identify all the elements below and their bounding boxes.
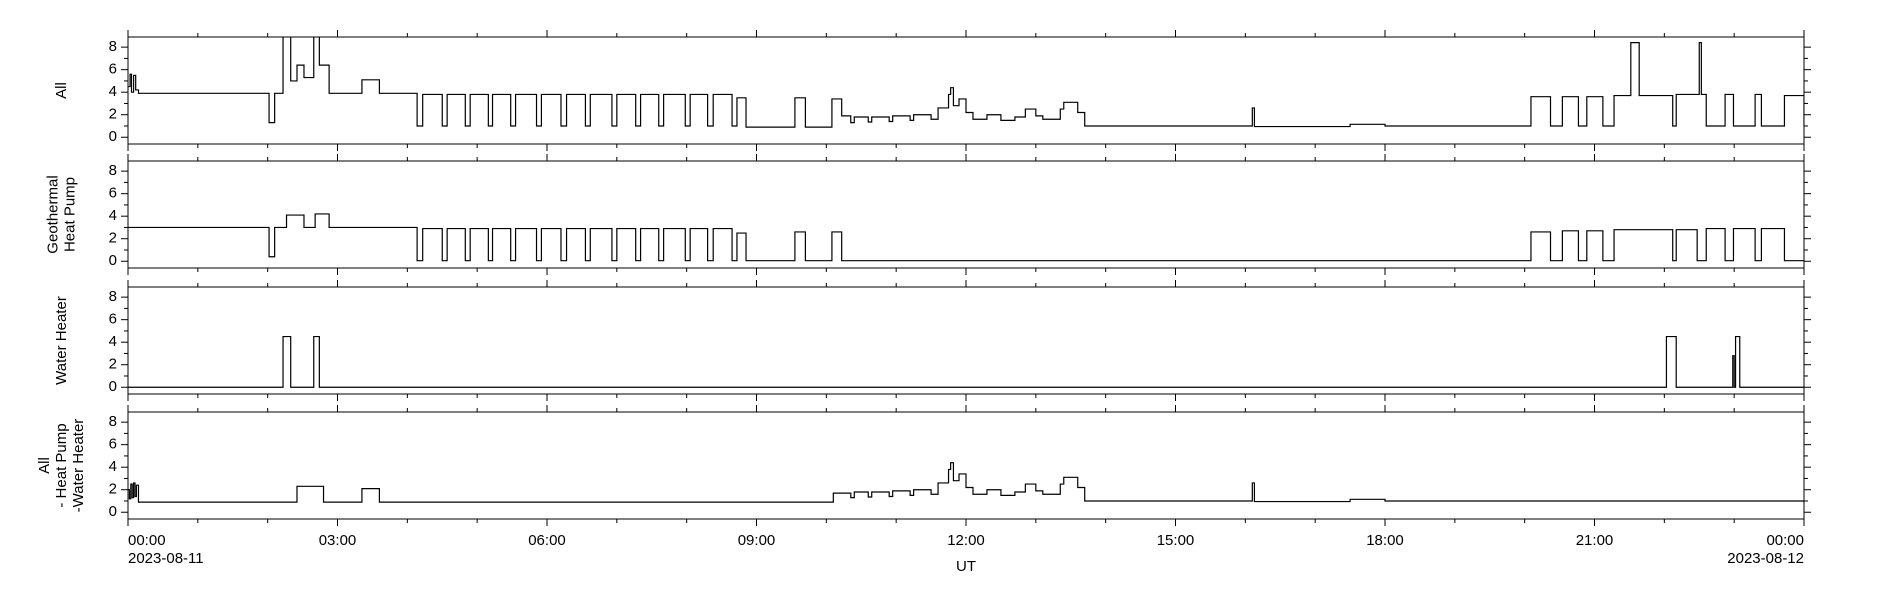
y-tick-label: 6 — [109, 436, 117, 453]
y-tick-label: 8 — [109, 413, 117, 430]
y-axis-label: - Heat Pump — [53, 423, 70, 507]
x-date-label: 2023-08-12 — [1727, 550, 1804, 567]
x-tick-label: 00:00 — [128, 532, 166, 549]
y-tick-label: 8 — [109, 162, 117, 179]
x-tick-label: 00:00 — [1766, 532, 1804, 549]
x-tick-label: 09:00 — [738, 532, 776, 549]
y-tick-label: 0 — [109, 252, 117, 269]
y-axis-label: Water Heater — [53, 296, 70, 385]
x-tick-label: 03:00 — [319, 532, 357, 549]
plot-area — [128, 462, 1804, 503]
y-axis-label: All — [53, 82, 70, 99]
plot-area — [128, 37, 1804, 128]
y-tick-label: 8 — [109, 288, 117, 305]
x-date-label: 2023-08-11 — [128, 550, 204, 567]
x-tick-label: 18:00 — [1366, 532, 1404, 549]
y-axis-label: All — [36, 457, 53, 474]
y-tick-label: 2 — [109, 106, 117, 123]
y-axis-label: Heat Pump — [61, 177, 78, 252]
y-tick-label: 6 — [109, 185, 117, 202]
y-axis-label: -Water Heater — [70, 419, 87, 513]
y-tick-label: 2 — [109, 481, 117, 498]
data-line — [128, 37, 1804, 128]
y-tick-label: 4 — [109, 83, 117, 100]
y-tick-label: 4 — [109, 333, 117, 350]
x-tick-label: 12:00 — [947, 532, 985, 549]
y-tick-label: 2 — [109, 356, 117, 373]
x-tick-label: 15:00 — [1157, 532, 1195, 549]
data-line — [128, 462, 1804, 503]
data-line — [128, 335, 1804, 388]
x-tick-label: 06:00 — [528, 532, 566, 549]
y-tick-label: 6 — [109, 311, 117, 328]
plot-frame — [127, 286, 1805, 395]
y-tick-label: 8 — [109, 38, 117, 55]
plot-area — [128, 213, 1804, 262]
plot-frame — [127, 411, 1805, 520]
plot-frame — [127, 160, 1805, 269]
plot-area — [128, 335, 1804, 388]
y-axis-label: Geothermal — [44, 175, 61, 253]
y-tick-label: 6 — [109, 61, 117, 78]
x-tick-label: 21:00 — [1576, 532, 1614, 549]
y-tick-label: 4 — [109, 458, 117, 475]
y-tick-label: 2 — [109, 230, 117, 247]
y-tick-label: 0 — [109, 378, 117, 395]
y-tick-label: 4 — [109, 207, 117, 224]
y-tick-label: 0 — [109, 128, 117, 145]
x-axis-label: UT — [956, 558, 976, 575]
data-line — [128, 213, 1804, 262]
y-tick-label: 0 — [109, 503, 117, 520]
